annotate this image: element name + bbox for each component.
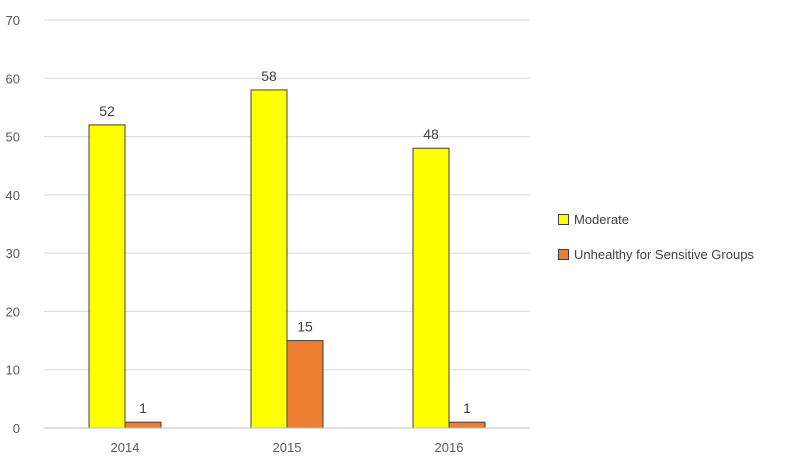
y-axis-ticks: 0 10 20 30 40 50 60 70 [6, 13, 20, 436]
data-label: 48 [423, 126, 439, 142]
x-tick-label: 2016 [435, 440, 464, 455]
data-label: 52 [99, 103, 115, 119]
bar-unhealthy-for-sensitive-groups-2016 [448, 421, 486, 429]
data-label: 1 [139, 400, 147, 416]
legend-label-unhealthy: Unhealthy for Sensitive Groups [574, 246, 754, 262]
y-tick-label: 30 [6, 246, 20, 261]
data-label: 1 [463, 400, 471, 416]
bar-unhealthy-for-sensitive-groups-2015 [286, 340, 324, 429]
x-tick-label: 2014 [111, 440, 140, 455]
y-tick-label: 10 [6, 363, 20, 378]
bar-moderate-2014 [88, 124, 126, 429]
legend-item-unhealthy: Unhealthy for Sensitive Groups [558, 245, 754, 263]
y-tick-label: 60 [6, 71, 20, 86]
legend-swatch-moderate [558, 213, 569, 225]
y-tick-label: 70 [6, 13, 20, 28]
bar-moderate-2015 [250, 89, 288, 429]
legend-item-moderate: Moderate [558, 210, 754, 228]
y-tick-label: 50 [6, 130, 20, 145]
data-label: 58 [261, 68, 277, 84]
y-tick-label: 0 [13, 421, 20, 436]
x-axis-ticks: 2014 2015 2016 [111, 440, 464, 455]
legend-swatch-unhealthy [558, 248, 569, 260]
y-tick-label: 40 [6, 188, 20, 203]
y-tick-label: 20 [6, 304, 20, 319]
bar-unhealthy-for-sensitive-groups-2014 [124, 421, 162, 429]
data-label: 15 [297, 319, 313, 335]
x-tick-label: 2015 [273, 440, 302, 455]
data-labels: 52 1 58 15 48 1 [99, 68, 471, 416]
legend-label-moderate: Moderate [574, 211, 629, 227]
bar-moderate-2016 [412, 147, 450, 429]
legend: Moderate Unhealthy for Sensitive Groups [558, 210, 754, 280]
